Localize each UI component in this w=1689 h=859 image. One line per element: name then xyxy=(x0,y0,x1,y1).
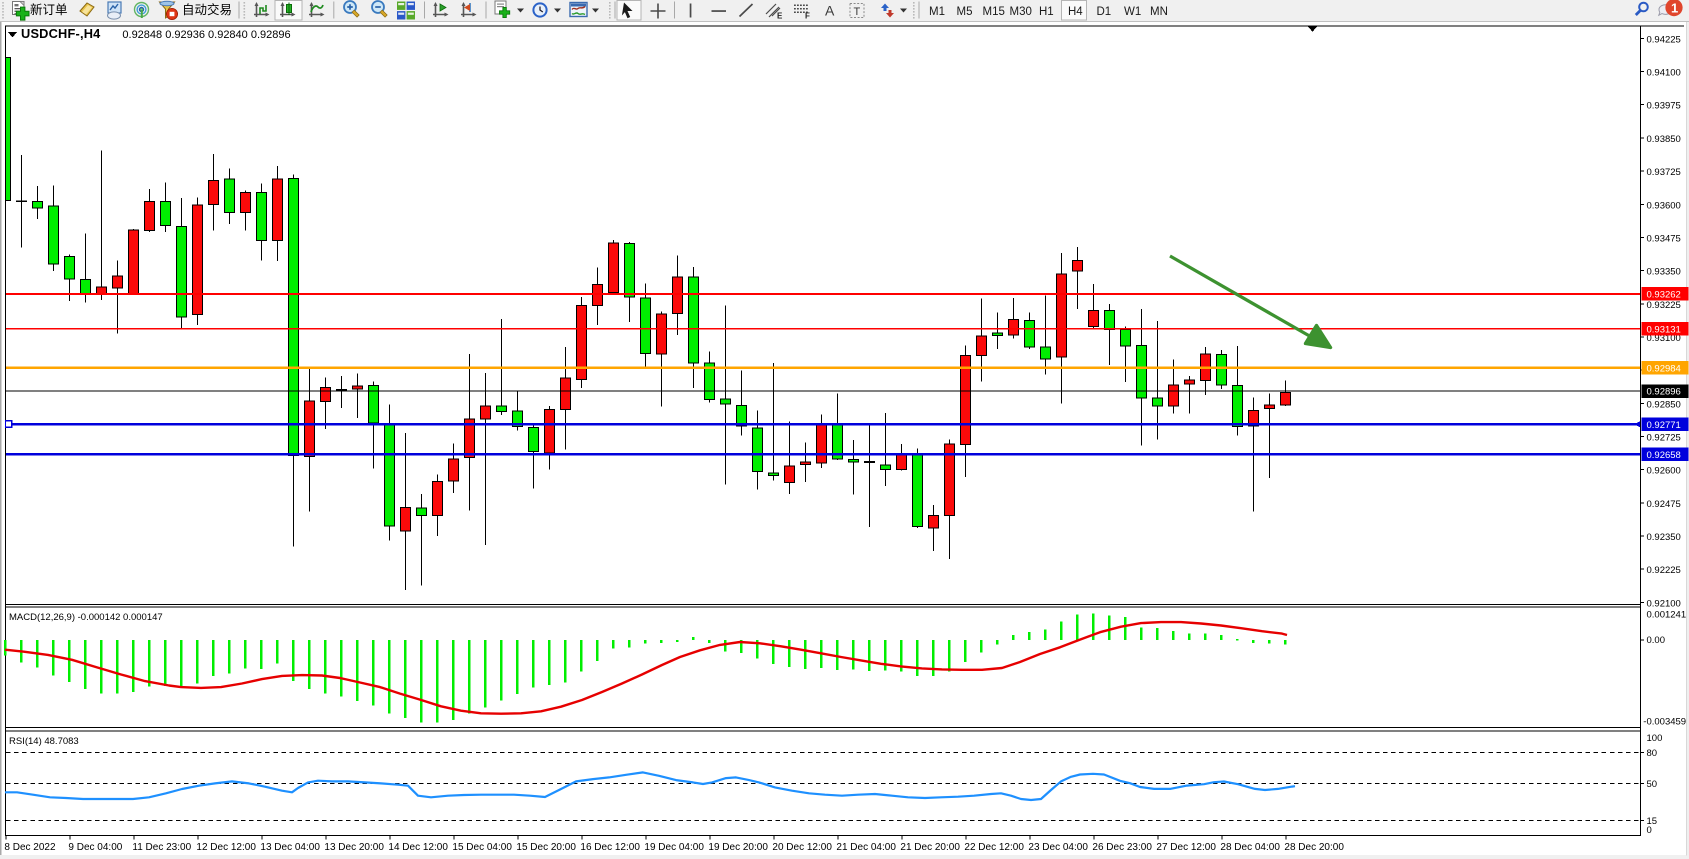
svg-text:27 Dec 12:00: 27 Dec 12:00 xyxy=(1156,842,1216,853)
svg-text:1: 1 xyxy=(1671,0,1678,15)
svg-text:-0.003459: -0.003459 xyxy=(1643,716,1686,727)
svg-text:T: T xyxy=(854,6,861,18)
svg-text:F: F xyxy=(805,12,810,21)
svg-text:0.93225: 0.93225 xyxy=(1647,300,1681,311)
svg-text:D1: D1 xyxy=(1097,6,1112,18)
svg-text:0.93350: 0.93350 xyxy=(1647,267,1681,278)
svg-text:0.93850: 0.93850 xyxy=(1647,134,1681,145)
svg-text:15 Dec 04:00: 15 Dec 04:00 xyxy=(452,842,512,853)
svg-text:15 Dec 20:00: 15 Dec 20:00 xyxy=(516,842,576,853)
svg-text:26 Dec 23:00: 26 Dec 23:00 xyxy=(1092,842,1152,853)
svg-text:A: A xyxy=(825,3,835,19)
svg-text:28 Dec 04:00: 28 Dec 04:00 xyxy=(1220,842,1280,853)
svg-text:8 Dec 2022: 8 Dec 2022 xyxy=(4,842,56,853)
svg-text:0.93100: 0.93100 xyxy=(1647,333,1681,344)
svg-text:0.92848 0.92936 0.92840 0.9289: 0.92848 0.92936 0.92840 0.92896 xyxy=(122,29,290,41)
svg-text:0.92658: 0.92658 xyxy=(1647,450,1681,461)
svg-text:M15: M15 xyxy=(983,6,1005,18)
svg-text:0.92600: 0.92600 xyxy=(1647,466,1681,477)
svg-text:0.92725: 0.92725 xyxy=(1647,432,1681,443)
svg-text:21 Dec 04:00: 21 Dec 04:00 xyxy=(836,842,896,853)
svg-text:新订单: 新订单 xyxy=(30,2,68,17)
svg-text:16 Dec 12:00: 16 Dec 12:00 xyxy=(580,842,640,853)
svg-text:MN: MN xyxy=(1150,6,1168,18)
svg-text:11 Dec 23:00: 11 Dec 23:00 xyxy=(132,842,191,853)
svg-text:0.93725: 0.93725 xyxy=(1647,167,1681,178)
svg-text:13 Dec 20:00: 13 Dec 20:00 xyxy=(324,842,384,853)
svg-text:21 Dec 20:00: 21 Dec 20:00 xyxy=(900,842,960,853)
svg-text:15: 15 xyxy=(1647,816,1658,827)
svg-text:0: 0 xyxy=(1647,825,1652,836)
svg-text:0.92850: 0.92850 xyxy=(1647,399,1681,410)
svg-text:19 Dec 20:00: 19 Dec 20:00 xyxy=(708,842,768,853)
svg-text:0.92100: 0.92100 xyxy=(1647,598,1681,609)
svg-text:28 Dec 20:00: 28 Dec 20:00 xyxy=(1284,842,1344,853)
svg-text:20 Dec 12:00: 20 Dec 12:00 xyxy=(772,842,832,853)
svg-text:0.92771: 0.92771 xyxy=(1647,420,1681,431)
svg-text:M1: M1 xyxy=(929,6,945,18)
svg-text:19 Dec 04:00: 19 Dec 04:00 xyxy=(644,842,704,853)
svg-text:9 Dec 04:00: 9 Dec 04:00 xyxy=(68,842,122,853)
svg-text:0.92225: 0.92225 xyxy=(1647,565,1681,576)
svg-text:MACD(12,26,9) -0.000142 0.0001: MACD(12,26,9) -0.000142 0.000147 xyxy=(9,612,163,623)
svg-text:W1: W1 xyxy=(1124,6,1141,18)
svg-text:RSI(14) 48.7083: RSI(14) 48.7083 xyxy=(9,736,79,747)
svg-text:50: 50 xyxy=(1647,779,1658,790)
svg-text:0.92984: 0.92984 xyxy=(1647,363,1681,374)
svg-text:H1: H1 xyxy=(1039,6,1054,18)
svg-text:0.93600: 0.93600 xyxy=(1647,200,1681,211)
svg-text:自动交易: 自动交易 xyxy=(182,2,232,17)
svg-text:0.001241: 0.001241 xyxy=(1647,609,1687,620)
svg-text:0.93131: 0.93131 xyxy=(1647,324,1681,335)
svg-text:14 Dec 12:00: 14 Dec 12:00 xyxy=(388,842,448,853)
svg-text:0.94225: 0.94225 xyxy=(1647,34,1681,45)
svg-text:USDCHF-,H4: USDCHF-,H4 xyxy=(21,26,101,41)
svg-text:12 Dec 12:00: 12 Dec 12:00 xyxy=(196,842,256,853)
svg-text:0.92896: 0.92896 xyxy=(1647,387,1681,398)
svg-text:E: E xyxy=(777,12,783,21)
svg-text:0.93975: 0.93975 xyxy=(1647,101,1681,112)
svg-text:0.92350: 0.92350 xyxy=(1647,532,1681,543)
svg-text:22 Dec 12:00: 22 Dec 12:00 xyxy=(964,842,1024,853)
svg-text:13 Dec 04:00: 13 Dec 04:00 xyxy=(260,842,320,853)
svg-text:M30: M30 xyxy=(1010,6,1032,18)
svg-text:0.93475: 0.93475 xyxy=(1647,233,1681,244)
svg-text:80: 80 xyxy=(1647,748,1658,759)
svg-text:23 Dec 04:00: 23 Dec 04:00 xyxy=(1028,842,1088,853)
svg-text:0.94100: 0.94100 xyxy=(1647,68,1681,79)
svg-text:0.93262: 0.93262 xyxy=(1647,290,1681,301)
svg-text:0.00: 0.00 xyxy=(1647,635,1666,646)
svg-text:0.92475: 0.92475 xyxy=(1647,499,1681,510)
svg-text:100: 100 xyxy=(1647,733,1663,744)
svg-text:H4: H4 xyxy=(1068,6,1083,18)
svg-text:M5: M5 xyxy=(957,6,973,18)
